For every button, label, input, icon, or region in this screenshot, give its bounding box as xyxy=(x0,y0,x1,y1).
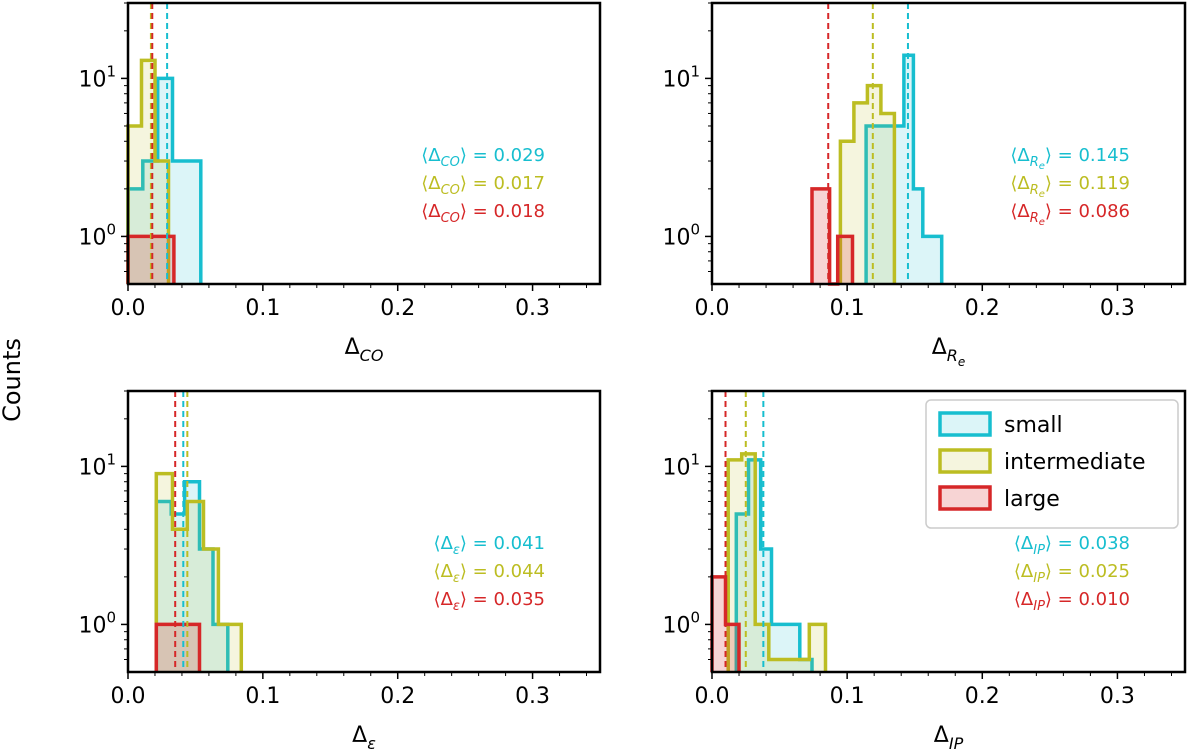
x-tick-label: 0.3 xyxy=(515,684,550,709)
hist-outline-small xyxy=(864,53,944,284)
hist-outline-intermediate xyxy=(726,452,828,672)
x-tick-label: 0.2 xyxy=(965,684,1000,709)
x-axis-label: ΔIP xyxy=(934,723,964,751)
mean-annotation-small: ⟨ΔRe⟩ = 0.145 xyxy=(1010,145,1130,172)
axes-frame xyxy=(126,389,602,674)
x-tick-label: 0.3 xyxy=(515,296,550,321)
hist-fill-intermediate xyxy=(156,473,242,672)
x-axis-label: ΔRe xyxy=(932,335,966,369)
legend-swatch-intermediate xyxy=(938,448,992,474)
y-tick-label: 100 xyxy=(662,608,700,638)
mean-annotation-intermediate: ⟨ΔIP⟩ = 0.025 xyxy=(1014,561,1130,586)
legend: small intermediate large xyxy=(925,399,1179,529)
hist-fill-intermediate xyxy=(128,60,169,285)
y-tick-label: 100 xyxy=(78,220,116,250)
legend-label-small: small xyxy=(1004,413,1063,438)
x-tick-label: 0.2 xyxy=(965,296,1000,321)
y-tick-label: 100 xyxy=(662,220,700,250)
y-axis-label-counts: Counts xyxy=(0,338,26,422)
hist-outline-intermediate xyxy=(838,83,897,284)
x-tick-label: 0.1 xyxy=(830,684,865,709)
mean-annotation-small: ⟨ΔIP⟩ = 0.038 xyxy=(1014,533,1130,558)
hist-outline-small xyxy=(154,479,230,672)
hist-outline-small xyxy=(126,76,203,284)
mean-annotation-small: ⟨ΔCO⟩ = 0.029 xyxy=(421,145,545,170)
x-tick-label: 0.1 xyxy=(830,296,865,321)
legend-swatch-large xyxy=(938,485,992,511)
x-tick-label: 0.0 xyxy=(111,296,146,321)
x-tick-label: 0.0 xyxy=(695,296,730,321)
x-tick-label: 0.0 xyxy=(111,684,146,709)
panel-bottom-right: 0.0 0.1 0.2 0.3 101 100 ΔIP ⟨ΔIP⟩ = 0.038 ⟨ΔIP⟩ … xyxy=(662,389,1187,751)
hist-fill-large xyxy=(156,624,200,672)
mean-annotation-large: ⟨ΔRe⟩ = 0.086 xyxy=(1010,201,1130,228)
legend-label-intermediate: intermediate xyxy=(1004,450,1146,475)
y-tick-label: 101 xyxy=(78,62,116,92)
axes-frame xyxy=(126,1,602,286)
x-tick-label: 0.1 xyxy=(245,296,280,321)
hist-outline-intermediate xyxy=(154,471,244,672)
mean-annotation-small: ⟨Δε⟩ = 0.041 xyxy=(434,533,545,558)
y-tick-label: 101 xyxy=(78,450,116,480)
hist-fill-small xyxy=(128,78,201,285)
x-tick-label: 0.0 xyxy=(695,684,730,709)
hist-fill-intermediate xyxy=(728,453,826,672)
hist-outline-intermediate xyxy=(126,58,171,284)
mean-annotation-large: ⟨ΔIP⟩ = 0.010 xyxy=(1014,589,1130,614)
x-axis-label: ΔCO xyxy=(345,335,384,365)
axes-frame xyxy=(710,1,1187,286)
hist-fill-large xyxy=(812,188,853,284)
mean-annotation-intermediate: ⟨ΔCO⟩ = 0.017 xyxy=(421,173,545,198)
x-tick-label: 0.3 xyxy=(1100,684,1135,709)
legend-swatch-small xyxy=(938,411,992,437)
legend-label-large: large xyxy=(1004,487,1060,512)
panel-bottom-left: 0.0 0.1 0.2 0.3 101 100 Δε ⟨Δε⟩ = 0.041 ⟨Δε⟩ = 0… xyxy=(78,389,602,751)
mean-annotation-intermediate: ⟨Δε⟩ = 0.044 xyxy=(434,561,545,586)
x-tick-label: 0.2 xyxy=(380,684,415,709)
axes-frame xyxy=(710,389,1187,674)
x-tick-label: 0.2 xyxy=(380,296,415,321)
y-tick-label: 101 xyxy=(662,450,700,480)
y-tick-label: 100 xyxy=(78,608,116,638)
x-tick-label: 0.3 xyxy=(1100,296,1135,321)
x-axis-label: Δε xyxy=(352,723,376,751)
mean-annotation-intermediate: ⟨ΔRe⟩ = 0.119 xyxy=(1010,173,1130,200)
hist-outline-large xyxy=(154,622,202,672)
y-tick-label: 101 xyxy=(662,62,700,92)
panel-top-left: 0.0 0.1 0.2 0.3 101 100 ΔCO ⟨ΔCO⟩ = 0.029 ⟨ΔCO⟩ … xyxy=(78,1,602,365)
x-tick-label: 0.1 xyxy=(245,684,280,709)
hist-fill-large xyxy=(128,236,174,284)
mean-annotation-large: ⟨Δε⟩ = 0.035 xyxy=(434,589,545,614)
mean-annotation-large: ⟨ΔCO⟩ = 0.018 xyxy=(421,201,545,226)
